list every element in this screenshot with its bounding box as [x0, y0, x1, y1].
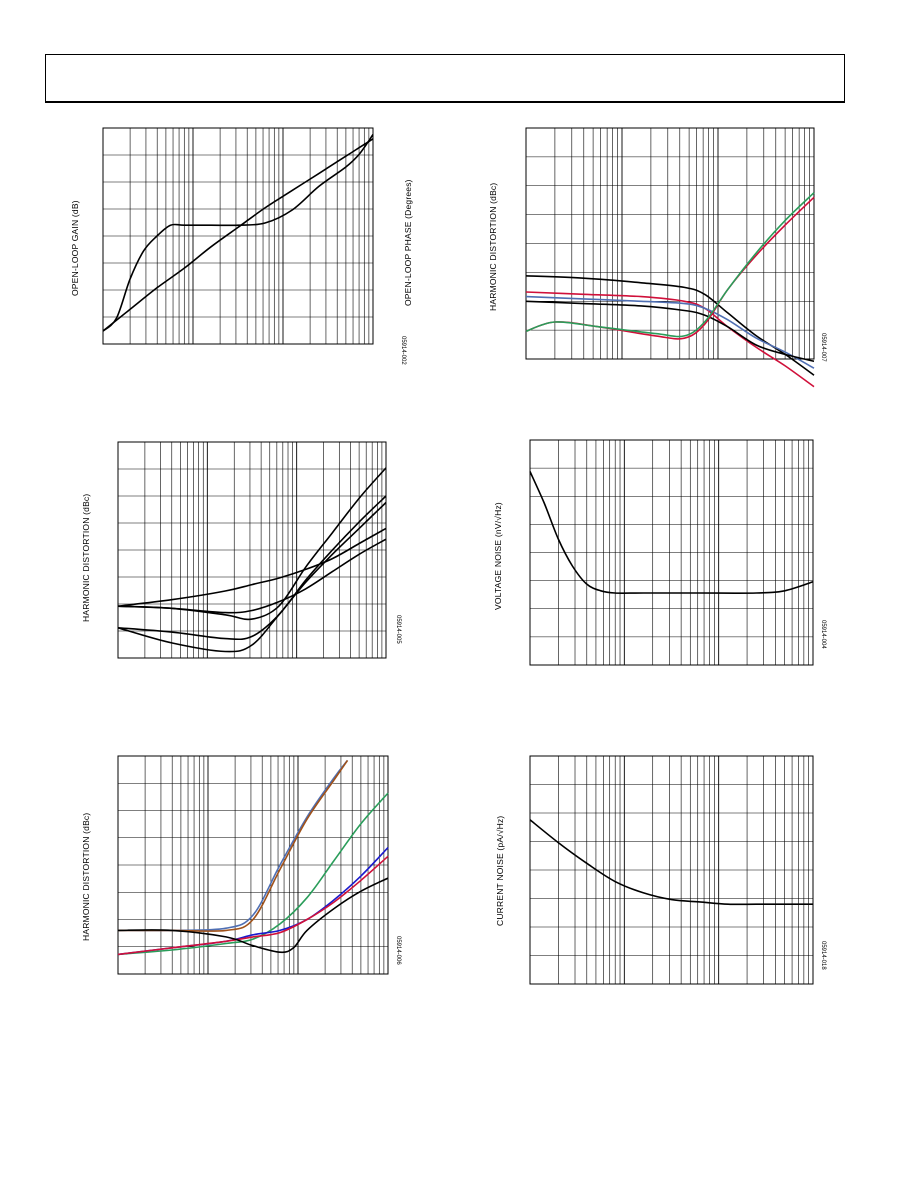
chart-hd-bottom-left: HARMONIC DISTORTION (dBc) 05914-006 [58, 748, 418, 1008]
series-line-3 [117, 501, 387, 653]
series-line-2 [525, 295, 815, 369]
series-line-2 [117, 495, 387, 641]
series-line-1 [525, 291, 815, 388]
series-line-4 [117, 538, 387, 614]
chart-svg [525, 127, 815, 388]
series-line-0 [117, 759, 349, 932]
series-line-2 [117, 792, 389, 956]
series-line-0 [117, 527, 387, 607]
series-line-5 [117, 877, 389, 954]
plot-frame [102, 127, 374, 345]
chart-svg [102, 127, 374, 345]
series-line-0 [102, 134, 374, 332]
chart-hd-mid-left: HARMONIC DISTORTION (dBc) 05914-005 [58, 432, 418, 692]
series-line-3 [525, 300, 815, 363]
series-line-1 [118, 759, 349, 932]
plot-area [529, 439, 814, 666]
plot-frame [117, 441, 387, 659]
series-line-0 [529, 819, 813, 906]
chart-open-loop: OPEN-LOOP GAIN (dB) OPEN-LOOP PHASE (Deg… [58, 118, 418, 378]
series-line-5 [525, 192, 815, 338]
series-line-4 [117, 855, 389, 956]
series-line-0 [525, 275, 815, 376]
plot-frame [117, 755, 389, 975]
chart-svg [529, 755, 814, 985]
page-header-box [45, 54, 845, 103]
plot-frame [525, 127, 815, 360]
plot-area [102, 127, 374, 345]
series-line-4 [525, 196, 815, 340]
chart-svg [117, 755, 389, 975]
plot-area [529, 755, 814, 985]
chart-hd-top-right: HARMONIC DISTORTION (dBc) 05914-007 [478, 118, 838, 388]
series-line-1 [117, 467, 387, 621]
plot-frame [529, 439, 814, 666]
plot-area [525, 127, 815, 360]
plot-frame [529, 755, 814, 985]
series-line-0 [529, 471, 814, 594]
chart-svg [117, 441, 387, 659]
chart-svg [529, 439, 814, 666]
series-line-1 [102, 138, 374, 332]
plot-area [117, 755, 389, 975]
plot-area [117, 441, 387, 659]
chart-voltage-noise: VOLTAGE NOISE (nV/√Hz) 05914-004 [478, 432, 838, 692]
chart-current-noise: CURRENT NOISE (pA/√Hz) 05914-018 [478, 748, 838, 1008]
